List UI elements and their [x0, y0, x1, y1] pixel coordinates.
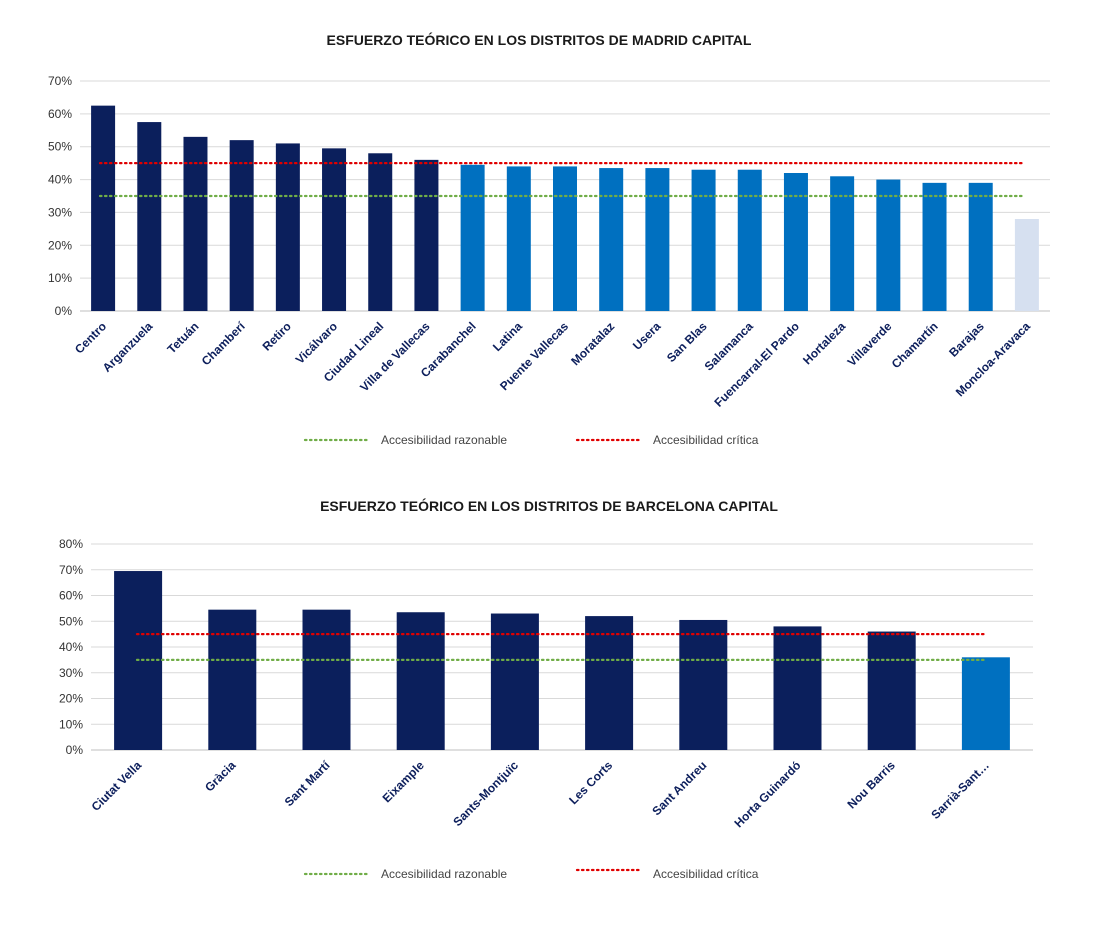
- madrid-y-tick-label: 40%: [48, 173, 72, 187]
- bcn-bar: [961, 657, 1010, 750]
- bcn-category-label: Gràcia: [202, 758, 239, 795]
- madrid-legend: Accesibilidad razonable Accesibilidad cr…: [303, 433, 759, 447]
- madrid-category-label: Barajas: [946, 319, 987, 360]
- bcn-category-label: Les Corts: [566, 758, 615, 807]
- bcn-bar: [585, 616, 634, 750]
- madrid-category-label: Usera: [630, 319, 664, 353]
- bcn-y-tick-label: 10%: [59, 717, 83, 731]
- madrid-category-label: Latina: [490, 319, 525, 354]
- madrid-bar: [229, 140, 254, 311]
- madrid-bar: [691, 169, 716, 311]
- bcn-category-label: Nou Barris: [845, 758, 899, 812]
- bcn-bar: [867, 631, 916, 750]
- barcelona-legend-reasonable-label: Accesibilidad razonable: [381, 867, 507, 881]
- madrid-y-tick-label: 20%: [48, 238, 72, 252]
- madrid-bar: [183, 136, 208, 311]
- bcn-y-tick-label: 70%: [59, 563, 83, 577]
- madrid-category-label: Chamartín: [889, 319, 941, 371]
- madrid-bar: [968, 182, 993, 311]
- madrid-bar: [1014, 219, 1039, 311]
- barcelona-chart: ESFUERZO TEÓRICO EN LOS DISTRITOS DE BAR…: [59, 497, 1033, 881]
- madrid-bar: [783, 173, 808, 311]
- madrid-legend-critical-label: Accesibilidad crítica: [653, 433, 759, 447]
- madrid-reference-lines: [98, 162, 1027, 198]
- madrid-category-label: Centro: [72, 319, 109, 356]
- madrid-bar: [460, 164, 485, 311]
- madrid-y-tick-label: 70%: [48, 74, 72, 88]
- madrid-y-tick-label: 50%: [48, 140, 72, 154]
- madrid-bar: [737, 169, 762, 311]
- bcn-y-tick-label: 50%: [59, 614, 83, 628]
- madrid-category-label: San Blas: [664, 319, 710, 365]
- bcn-y-tick-label: 20%: [59, 692, 83, 706]
- bcn-category-label: Sarrià-Sant…: [928, 758, 992, 822]
- madrid-chart-title: ESFUERZO TEÓRICO EN LOS DISTRITOS DE MAD…: [327, 31, 752, 48]
- bcn-category-label: Sant Martí: [282, 758, 333, 809]
- madrid-category-label: Vicálvaro: [293, 319, 340, 366]
- bcn-bar: [679, 619, 728, 750]
- madrid-y-axis: 0% 10% 20% 30% 40% 50% 60% 70%: [48, 74, 72, 318]
- bcn-category-label: Eixample: [380, 758, 427, 805]
- madrid-bar: [275, 143, 300, 311]
- bcn-y-tick-label: 40%: [59, 640, 83, 654]
- barcelona-reference-lines: [135, 633, 989, 661]
- madrid-bar: [91, 105, 116, 312]
- madrid-bar: [830, 176, 855, 311]
- bcn-category-label: Sants-Montjuïc: [450, 758, 521, 829]
- barcelona-chart-title: ESFUERZO TEÓRICO EN LOS DISTRITOS DE BAR…: [320, 497, 778, 514]
- madrid-category-label: Chamberí: [199, 319, 249, 369]
- madrid-category-label: Retiro: [260, 319, 294, 353]
- madrid-bar: [645, 168, 670, 311]
- bcn-category-label: Horta Guinardó: [731, 758, 803, 830]
- madrid-y-tick-label: 0%: [55, 304, 73, 318]
- madrid-y-tick-label: 10%: [48, 271, 72, 285]
- madrid-bars: [91, 105, 1039, 312]
- bcn-bar: [396, 612, 445, 750]
- madrid-bar: [506, 166, 531, 311]
- madrid-category-label: Fuencarral-El Pardo: [712, 319, 803, 410]
- madrid-bar: [922, 182, 947, 311]
- madrid-bar: [137, 122, 162, 311]
- barcelona-y-axis: 0% 10% 20% 30% 40% 50% 60% 70% 80%: [59, 537, 83, 757]
- bcn-bar: [773, 626, 822, 750]
- madrid-bar: [368, 153, 393, 311]
- madrid-bar: [553, 166, 577, 311]
- madrid-bar: [414, 159, 439, 311]
- madrid-bar: [876, 179, 901, 311]
- bcn-bar: [302, 609, 351, 750]
- bcn-category-label: Sant Andreu: [649, 758, 709, 818]
- bcn-y-tick-label: 30%: [59, 666, 83, 680]
- madrid-legend-reasonable-label: Accesibilidad razonable: [381, 433, 507, 447]
- madrid-y-tick-label: 60%: [48, 107, 72, 121]
- bcn-category-label: Ciutat Vella: [89, 758, 145, 814]
- madrid-bar: [599, 168, 624, 311]
- bcn-bar: [490, 613, 539, 750]
- madrid-category-label: Villaverde: [845, 319, 895, 369]
- barcelona-bars: [114, 571, 1010, 750]
- madrid-chart: ESFUERZO TEÓRICO EN LOS DISTRITOS DE MAD…: [48, 31, 1050, 447]
- madrid-category-label: Arganzuela: [100, 319, 156, 375]
- barcelona-legend-critical-label: Accesibilidad crítica: [653, 867, 759, 881]
- madrid-y-tick-label: 30%: [48, 205, 72, 219]
- madrid-bar: [322, 148, 347, 311]
- bcn-y-tick-label: 0%: [66, 743, 84, 757]
- madrid-category-label: Tetuán: [165, 319, 202, 356]
- barcelona-x-axis: Ciutat Vella Gràcia Sant Martí Eixample Sant…: [89, 758, 992, 831]
- madrid-category-label: Moratalaz: [568, 319, 617, 368]
- madrid-category-label: Hortaleza: [800, 319, 848, 367]
- bcn-bar: [208, 609, 257, 750]
- bcn-y-tick-label: 60%: [59, 589, 83, 603]
- barcelona-legend: Accesibilidad razonable Accesibilidad cr…: [303, 867, 759, 881]
- bcn-y-tick-label: 80%: [59, 537, 83, 551]
